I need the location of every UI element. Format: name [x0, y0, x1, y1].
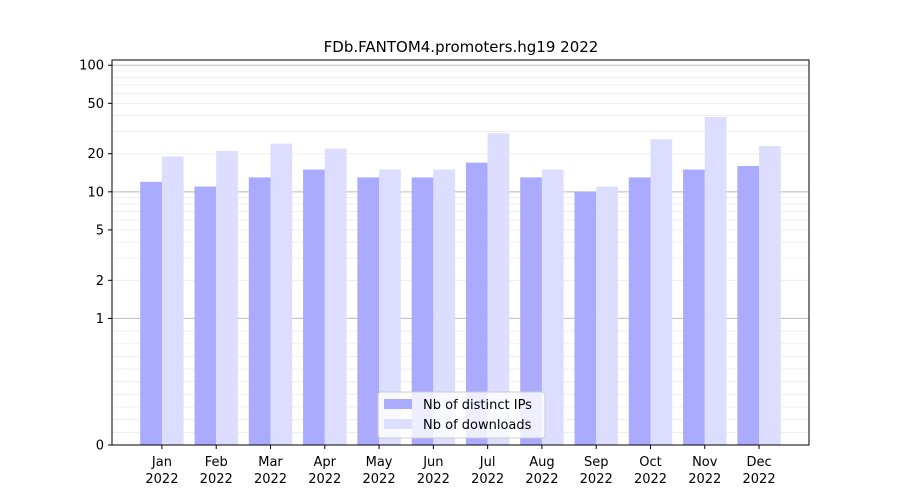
x-tick-label: Sep 2022 [580, 455, 613, 487]
x-tick-label-year: 2022 [145, 472, 178, 487]
plot-frame [111, 59, 810, 446]
x-tick-label: Jun 2022 [417, 455, 450, 487]
bar-downloads [324, 148, 347, 445]
x-tick-label-year: 2022 [308, 472, 341, 487]
x-tick-label-month: Dec [746, 455, 771, 470]
x-tick-label-month: Jan [151, 455, 172, 470]
bar-distinct-ips [737, 165, 760, 446]
bar-downloads [759, 146, 781, 445]
y-tick-label: 5 [96, 223, 104, 238]
x-tick-label-year: 2022 [363, 472, 396, 487]
x-tick-label-month: Feb [205, 455, 228, 470]
legend-label: Nb of downloads [423, 418, 532, 433]
x-axis: Jan 2022 Feb 2022 Mar 2022 Apr 2022 May 2022 Jun 20… [145, 445, 776, 487]
y-axis: 0 1 2 5 10 20 50 100 [79, 59, 112, 454]
x-tick-label: Mar 2022 [254, 455, 287, 487]
bar-downloads [379, 169, 401, 445]
bar-distinct-ips [465, 162, 488, 445]
bar-downloads [433, 169, 456, 445]
x-tick-label-month: May [366, 455, 393, 470]
y-tick-label: 1 [96, 312, 104, 327]
y-tick-label: 100 [79, 59, 104, 74]
x-tick-label: May 2022 [363, 455, 396, 487]
x-tick-label: Oct 2022 [634, 455, 667, 487]
x-tick-label: Jul 2022 [471, 455, 504, 487]
x-tick-label-year: 2022 [688, 472, 721, 487]
y-tick-label: 50 [87, 97, 104, 112]
bar-distinct-ips [140, 181, 162, 445]
x-tick-label: Dec 2022 [743, 455, 776, 487]
bar-downloads [216, 151, 238, 445]
bar-downloads [541, 169, 564, 445]
bar-downloads [161, 156, 184, 446]
x-tick-label: Aug 2022 [525, 455, 558, 487]
bar-distinct-ips [628, 177, 651, 446]
x-tick-label-year: 2022 [743, 472, 776, 487]
x-tick-label-year: 2022 [417, 472, 450, 487]
legend-swatch [384, 419, 412, 429]
x-tick-label: Jan 2022 [145, 455, 178, 487]
x-tick-label-month: Oct [639, 455, 661, 470]
x-tick-label-month: Sep [584, 455, 609, 470]
bar-downloads [596, 186, 618, 446]
y-tick-label: 20 [87, 147, 104, 162]
legend-swatch [384, 399, 412, 409]
bar-distinct-ips [520, 177, 542, 446]
bar-downloads [487, 133, 510, 445]
x-tick-label-month: Aug [529, 455, 554, 470]
x-tick-label-year: 2022 [200, 472, 233, 487]
legend-label: Nb of distinct IPs [423, 398, 532, 413]
y-tick-label: 2 [96, 274, 104, 289]
legend: Nb of distinct IPs Nb of downloads [377, 391, 546, 439]
x-tick-label-month: Jul [479, 455, 496, 470]
x-tick-label: Feb 2022 [200, 455, 233, 487]
x-tick-label-year: 2022 [254, 472, 287, 487]
bar-distinct-ips [248, 177, 271, 446]
bars [140, 117, 781, 446]
bar-downloads [270, 143, 293, 445]
bar-distinct-ips [357, 177, 380, 446]
x-tick-label-month: Nov [692, 455, 718, 470]
chart-title: FDb.FANTOM4.promoters.hg19 2022 [324, 38, 599, 56]
y-tick-label: 0 [96, 439, 104, 454]
x-tick-label-month: Apr [314, 455, 337, 470]
legend-box [377, 391, 546, 439]
bar-distinct-ips [411, 177, 434, 446]
bar-distinct-ips [683, 169, 705, 445]
x-tick-label-year: 2022 [525, 472, 558, 487]
bar-distinct-ips [303, 169, 325, 445]
x-tick-label-year: 2022 [471, 472, 504, 487]
bar-downloads [704, 117, 727, 446]
x-tick-label-year: 2022 [634, 472, 667, 487]
x-tick-label-month: Mar [258, 455, 283, 470]
x-tick-label-month: Jun [422, 455, 443, 470]
bar-distinct-ips [194, 186, 217, 446]
bar-downloads [650, 139, 673, 445]
x-tick-label: Apr 2022 [308, 455, 341, 487]
bar-distinct-ips [574, 191, 597, 445]
x-tick-label-year: 2022 [580, 472, 613, 487]
x-tick-label: Nov 2022 [688, 455, 721, 487]
y-tick-label: 10 [87, 185, 104, 200]
